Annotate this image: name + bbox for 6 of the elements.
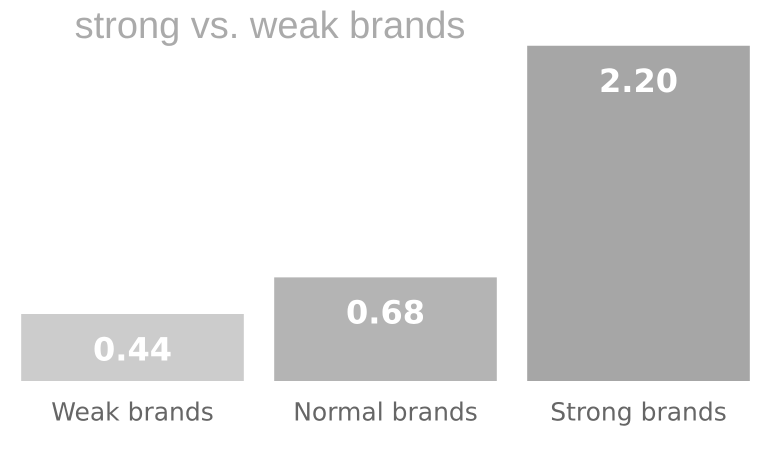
x-tick-label: Strong brands [550, 398, 727, 426]
x-tick-label: Normal brands [293, 398, 478, 426]
chart-title: strong vs. weak brands [74, 4, 466, 48]
x-tick-label: Weak brands [51, 398, 214, 426]
data-label: 2.20 [599, 62, 678, 100]
data-label: 0.68 [346, 294, 425, 332]
